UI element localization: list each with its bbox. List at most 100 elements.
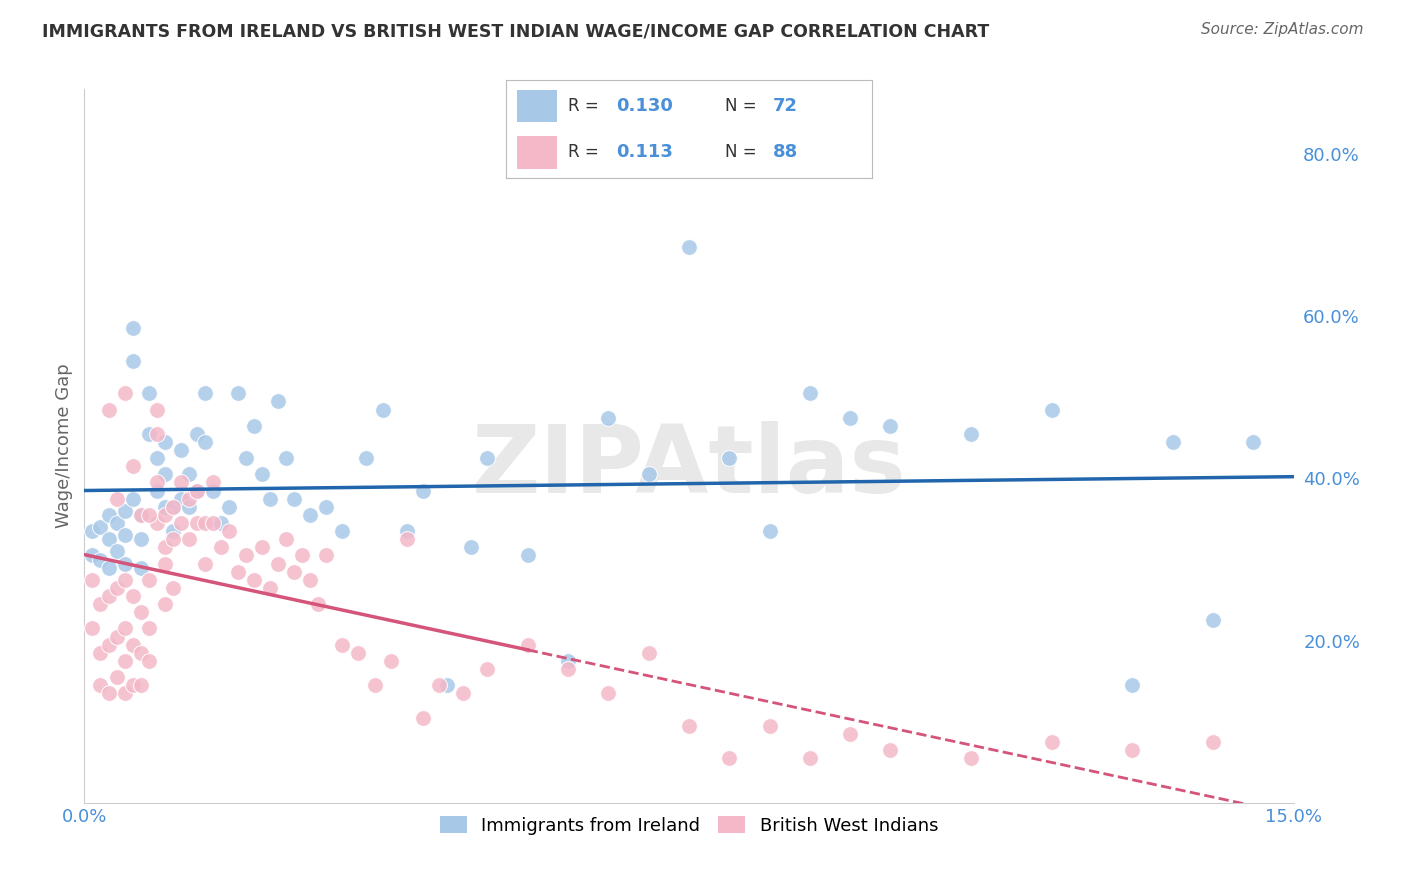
Point — [477, 451, 499, 466]
Point — [153, 500, 176, 514]
Point — [162, 524, 184, 538]
Point — [138, 654, 160, 668]
Point — [758, 524, 780, 538]
Point — [202, 483, 225, 498]
FancyBboxPatch shape — [517, 90, 557, 122]
Point — [114, 622, 136, 636]
Point — [242, 573, 264, 587]
Point — [121, 678, 143, 692]
Point — [121, 321, 143, 335]
Point — [516, 638, 538, 652]
Point — [89, 646, 111, 660]
Point — [226, 386, 249, 401]
Point — [637, 467, 659, 482]
Point — [202, 516, 225, 530]
Point — [89, 678, 111, 692]
Point — [202, 475, 225, 490]
Point — [114, 573, 136, 587]
Point — [330, 524, 353, 538]
Point — [138, 622, 160, 636]
Point — [170, 516, 193, 530]
Point — [1040, 735, 1063, 749]
Point — [89, 552, 111, 566]
Point — [179, 533, 201, 547]
Point — [114, 654, 136, 668]
Point — [186, 483, 208, 498]
Point — [477, 662, 499, 676]
Text: 0.113: 0.113 — [616, 144, 672, 161]
Point — [1121, 678, 1143, 692]
Point — [637, 646, 659, 660]
Point — [162, 500, 184, 514]
Point — [758, 719, 780, 733]
Point — [283, 491, 305, 506]
Point — [146, 402, 169, 417]
Point — [105, 516, 128, 530]
Point — [960, 751, 983, 765]
Y-axis label: Wage/Income Gap: Wage/Income Gap — [55, 364, 73, 528]
Point — [1241, 434, 1264, 449]
Point — [121, 589, 143, 603]
Point — [267, 394, 290, 409]
Point — [194, 386, 217, 401]
Point — [97, 638, 120, 652]
Point — [121, 638, 143, 652]
Point — [82, 549, 104, 563]
Point — [839, 410, 862, 425]
Point — [226, 565, 249, 579]
Point — [129, 678, 152, 692]
Point — [460, 541, 482, 555]
Point — [209, 516, 232, 530]
Point — [879, 418, 901, 433]
Point — [153, 557, 176, 571]
Point — [153, 541, 176, 555]
Point — [598, 410, 620, 425]
Point — [82, 524, 104, 538]
Point — [105, 544, 128, 558]
FancyBboxPatch shape — [517, 136, 557, 169]
Point — [97, 589, 120, 603]
Point — [1040, 402, 1063, 417]
Point — [179, 467, 201, 482]
Point — [347, 646, 370, 660]
Point — [436, 678, 458, 692]
Point — [186, 483, 208, 498]
Point — [138, 508, 160, 522]
Point — [598, 686, 620, 700]
Point — [170, 475, 193, 490]
Point — [718, 451, 741, 466]
Point — [138, 426, 160, 441]
Point — [330, 638, 353, 652]
Point — [146, 451, 169, 466]
Point — [274, 451, 297, 466]
Point — [412, 483, 434, 498]
Point — [1202, 613, 1225, 627]
Point — [718, 751, 741, 765]
Text: 0.130: 0.130 — [616, 97, 672, 115]
Text: R =: R = — [568, 144, 605, 161]
Point — [82, 573, 104, 587]
Point — [129, 560, 152, 574]
Point — [250, 541, 273, 555]
Point — [153, 467, 176, 482]
Point — [194, 557, 217, 571]
Point — [267, 557, 290, 571]
Point — [114, 557, 136, 571]
Point — [274, 533, 297, 547]
Point — [89, 597, 111, 611]
Point — [235, 451, 257, 466]
Point — [678, 240, 700, 254]
Point — [153, 508, 176, 522]
Point — [879, 743, 901, 757]
Point — [97, 402, 120, 417]
Point — [186, 516, 208, 530]
Point — [371, 402, 394, 417]
Text: IMMIGRANTS FROM IRELAND VS BRITISH WEST INDIAN WAGE/INCOME GAP CORRELATION CHART: IMMIGRANTS FROM IRELAND VS BRITISH WEST … — [42, 22, 990, 40]
Point — [363, 678, 385, 692]
Point — [146, 475, 169, 490]
Point — [146, 426, 169, 441]
Text: ZIPAtlas: ZIPAtlas — [471, 421, 907, 514]
Point — [218, 500, 240, 514]
Point — [179, 500, 201, 514]
Point — [97, 533, 120, 547]
